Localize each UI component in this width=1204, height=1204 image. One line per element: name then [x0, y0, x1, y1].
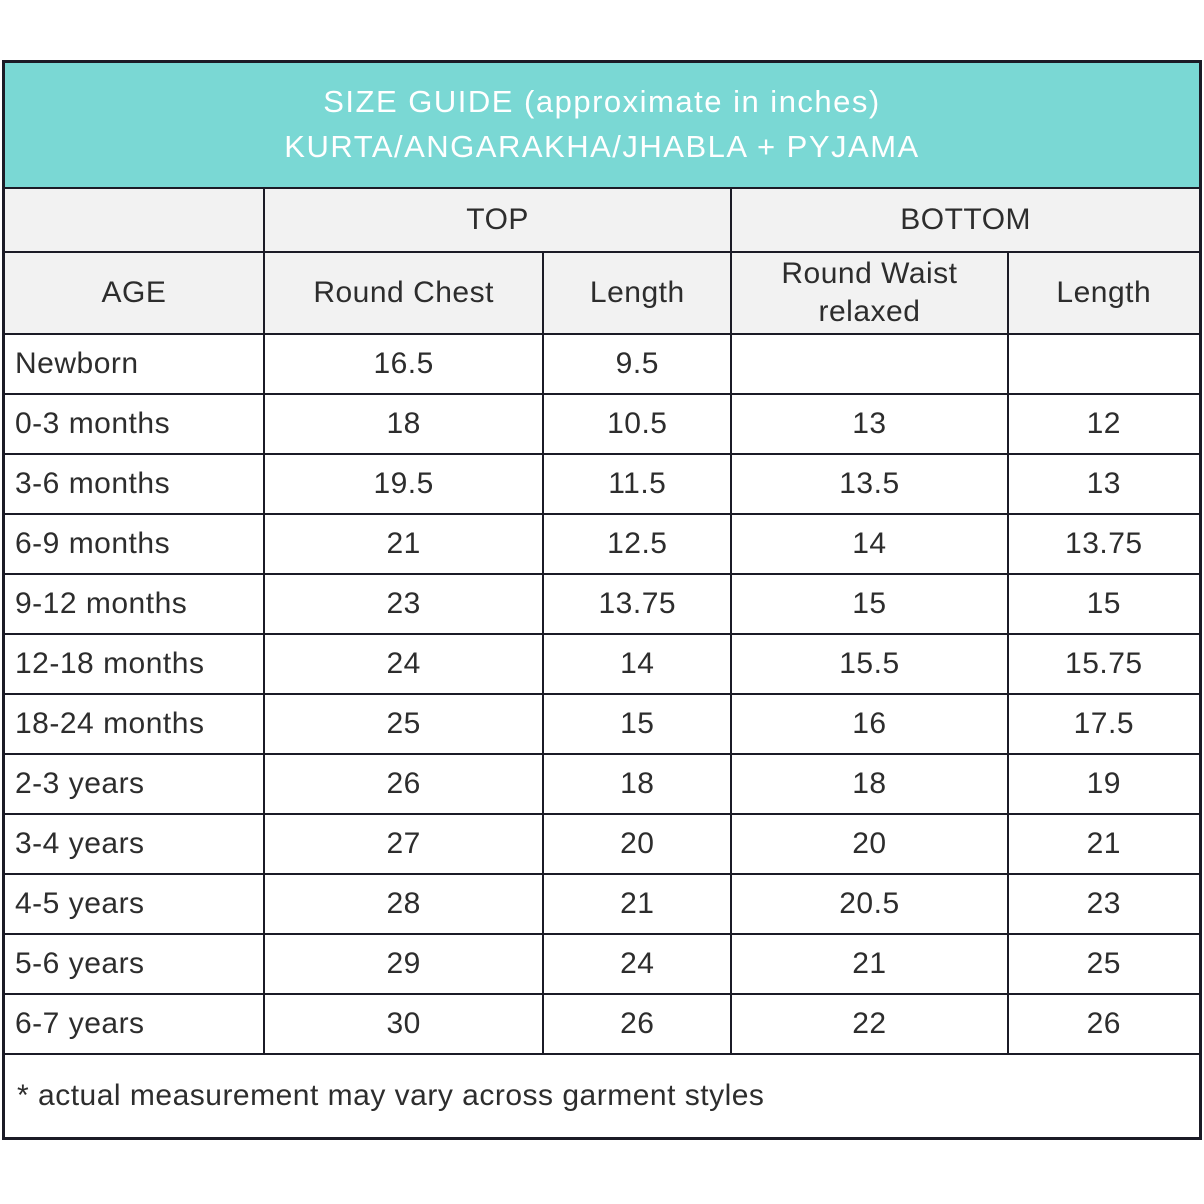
- table-row: 5-6 years 29 24 21 25: [2, 932, 1202, 995]
- round-waist-cell: 15.5: [730, 632, 1009, 695]
- bottom-length-cell: 15.75: [1006, 632, 1202, 695]
- round-chest-cell: 26: [262, 752, 545, 815]
- table-row: 9-12 months 23 13.75 15 15: [2, 572, 1202, 635]
- bottom-length-cell: [1006, 332, 1202, 395]
- round-waist-cell: 20.5: [730, 872, 1009, 935]
- round-chest-cell: 28: [262, 872, 545, 935]
- round-waist-cell: 16: [730, 692, 1009, 755]
- age-cell: 0-3 months: [2, 392, 265, 455]
- round-waist-cell: 21: [730, 932, 1009, 995]
- round-chest-cell: 27: [262, 812, 545, 875]
- top-length-cell: 11.5: [542, 452, 733, 515]
- age-cell: Newborn: [2, 332, 265, 395]
- top-length-cell: 14: [542, 632, 733, 695]
- round-waist-cell: [730, 332, 1009, 395]
- group-header-bottom: BOTTOM: [730, 186, 1202, 253]
- top-length-cell: 26: [542, 992, 733, 1055]
- top-length-cell: 20: [542, 812, 733, 875]
- column-header-round-chest: Round Chest: [262, 250, 545, 335]
- column-header-row: AGE Round Chest Length Round Waist relax…: [2, 250, 1202, 335]
- group-header-row: TOP BOTTOM: [2, 186, 1202, 253]
- column-header-round-waist: Round Waist relaxed: [730, 250, 1009, 335]
- age-cell: 18-24 months: [2, 692, 265, 755]
- footnote-row: * actual measurement may vary across gar…: [2, 1052, 1202, 1140]
- round-chest-cell: 30: [262, 992, 545, 1055]
- bottom-length-cell: 12: [1006, 392, 1202, 455]
- corner-cell: [2, 186, 265, 253]
- top-length-cell: 10.5: [542, 392, 733, 455]
- round-chest-cell: 24: [262, 632, 545, 695]
- round-chest-cell: 16.5: [262, 332, 545, 395]
- top-length-cell: 12.5: [542, 512, 733, 575]
- group-header-top: TOP: [262, 186, 733, 253]
- age-cell: 5-6 years: [2, 932, 265, 995]
- age-cell: 6-9 months: [2, 512, 265, 575]
- banner-row: SIZE GUIDE (approximate in inches) KURTA…: [2, 60, 1202, 189]
- round-waist-cell: 15: [730, 572, 1009, 635]
- column-header-bottom-length: Length: [1006, 250, 1202, 335]
- round-chest-cell: 18: [262, 392, 545, 455]
- round-waist-cell: 20: [730, 812, 1009, 875]
- age-cell: 9-12 months: [2, 572, 265, 635]
- bottom-length-cell: 23: [1006, 872, 1202, 935]
- table-row: 12-18 months 24 14 15.5 15.75: [2, 632, 1202, 695]
- bottom-length-cell: 21: [1006, 812, 1202, 875]
- top-length-cell: 15: [542, 692, 733, 755]
- age-cell: 3-6 months: [2, 452, 265, 515]
- banner-title-line1: SIZE GUIDE (approximate in inches): [323, 83, 881, 119]
- table-row: 2-3 years 26 18 18 19: [2, 752, 1202, 815]
- round-waist-cell: 22: [730, 992, 1009, 1055]
- top-length-cell: 21: [542, 872, 733, 935]
- table-row: 18-24 months 25 15 16 17.5: [2, 692, 1202, 755]
- size-guide-banner: SIZE GUIDE (approximate in inches) KURTA…: [2, 60, 1202, 189]
- top-length-cell: 24: [542, 932, 733, 995]
- column-header-top-length: Length: [542, 250, 733, 335]
- size-guide-table: SIZE GUIDE (approximate in inches) KURTA…: [2, 60, 1202, 1140]
- table-row: Newborn 16.5 9.5: [2, 332, 1202, 395]
- round-waist-cell: 13: [730, 392, 1009, 455]
- round-waist-cell: 13.5: [730, 452, 1009, 515]
- round-chest-cell: 19.5: [262, 452, 545, 515]
- round-waist-cell: 14: [730, 512, 1009, 575]
- bottom-length-cell: 13.75: [1006, 512, 1202, 575]
- age-cell: 6-7 years: [2, 992, 265, 1055]
- table-row: 6-9 months 21 12.5 14 13.75: [2, 512, 1202, 575]
- age-cell: 2-3 years: [2, 752, 265, 815]
- column-header-age: AGE: [2, 250, 265, 335]
- round-chest-cell: 21: [262, 512, 545, 575]
- table-row: 3-6 months 19.5 11.5 13.5 13: [2, 452, 1202, 515]
- bottom-length-cell: 17.5: [1006, 692, 1202, 755]
- round-chest-cell: 25: [262, 692, 545, 755]
- bottom-length-cell: 25: [1006, 932, 1202, 995]
- footnote: * actual measurement may vary across gar…: [2, 1052, 1202, 1140]
- age-cell: 3-4 years: [2, 812, 265, 875]
- table-row: 3-4 years 27 20 20 21: [2, 812, 1202, 875]
- table-row: 4-5 years 28 21 20.5 23: [2, 872, 1202, 935]
- bottom-length-cell: 19: [1006, 752, 1202, 815]
- top-length-cell: 9.5: [542, 332, 733, 395]
- round-waist-cell: 18: [730, 752, 1009, 815]
- banner-title-line2: KURTA/ANGARAKHA/JHABLA + PYJAMA: [284, 128, 920, 164]
- bottom-length-cell: 15: [1006, 572, 1202, 635]
- age-cell: 4-5 years: [2, 872, 265, 935]
- round-chest-cell: 23: [262, 572, 545, 635]
- bottom-length-cell: 26: [1006, 992, 1202, 1055]
- round-chest-cell: 29: [262, 932, 545, 995]
- top-length-cell: 18: [542, 752, 733, 815]
- bottom-length-cell: 13: [1006, 452, 1202, 515]
- top-length-cell: 13.75: [542, 572, 733, 635]
- age-cell: 12-18 months: [2, 632, 265, 695]
- table-row: 0-3 months 18 10.5 13 12: [2, 392, 1202, 455]
- table-row: 6-7 years 30 26 22 26: [2, 992, 1202, 1055]
